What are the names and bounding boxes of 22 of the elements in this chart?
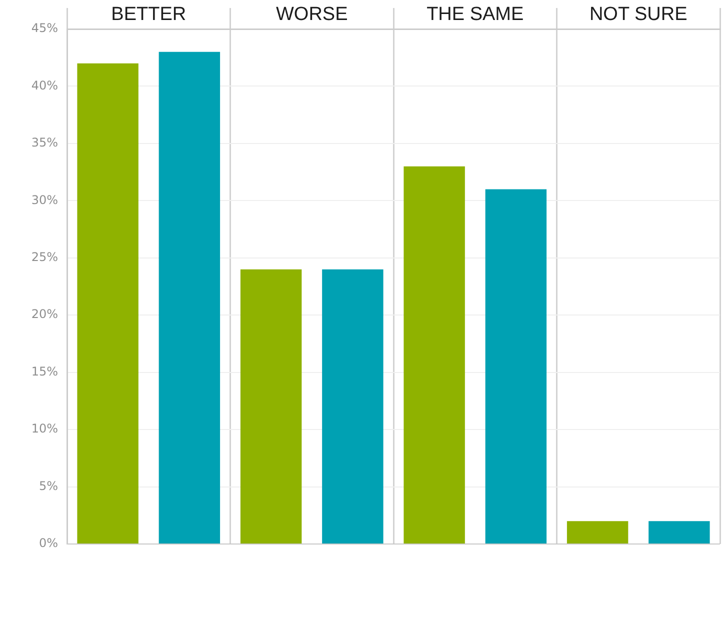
x-tick-label: THE SAME xyxy=(426,4,524,25)
bar xyxy=(566,521,628,544)
x-tick-label: BETTER xyxy=(111,4,186,25)
x-tick-label: NOT SURE xyxy=(589,4,688,25)
y-tick-label: 45% xyxy=(31,21,58,36)
y-tick-label: 5% xyxy=(38,478,58,493)
bar xyxy=(404,166,465,544)
y-tick-label: 0% xyxy=(38,536,58,550)
y-tick-label: 30% xyxy=(31,192,58,207)
bar xyxy=(648,521,710,544)
bar xyxy=(158,52,220,544)
y-tick-label: 25% xyxy=(31,250,58,264)
bar xyxy=(485,189,547,544)
y-tick-label: 10% xyxy=(31,422,58,436)
bar xyxy=(322,269,384,544)
y-tick-label: 15% xyxy=(31,364,58,378)
y-tick-label: 20% xyxy=(31,307,58,322)
y-tick-label: 40% xyxy=(31,78,58,92)
bar xyxy=(240,269,302,544)
x-tick-label: WORSE xyxy=(276,4,348,25)
y-tick-label: 35% xyxy=(31,136,58,150)
bar xyxy=(77,63,138,544)
